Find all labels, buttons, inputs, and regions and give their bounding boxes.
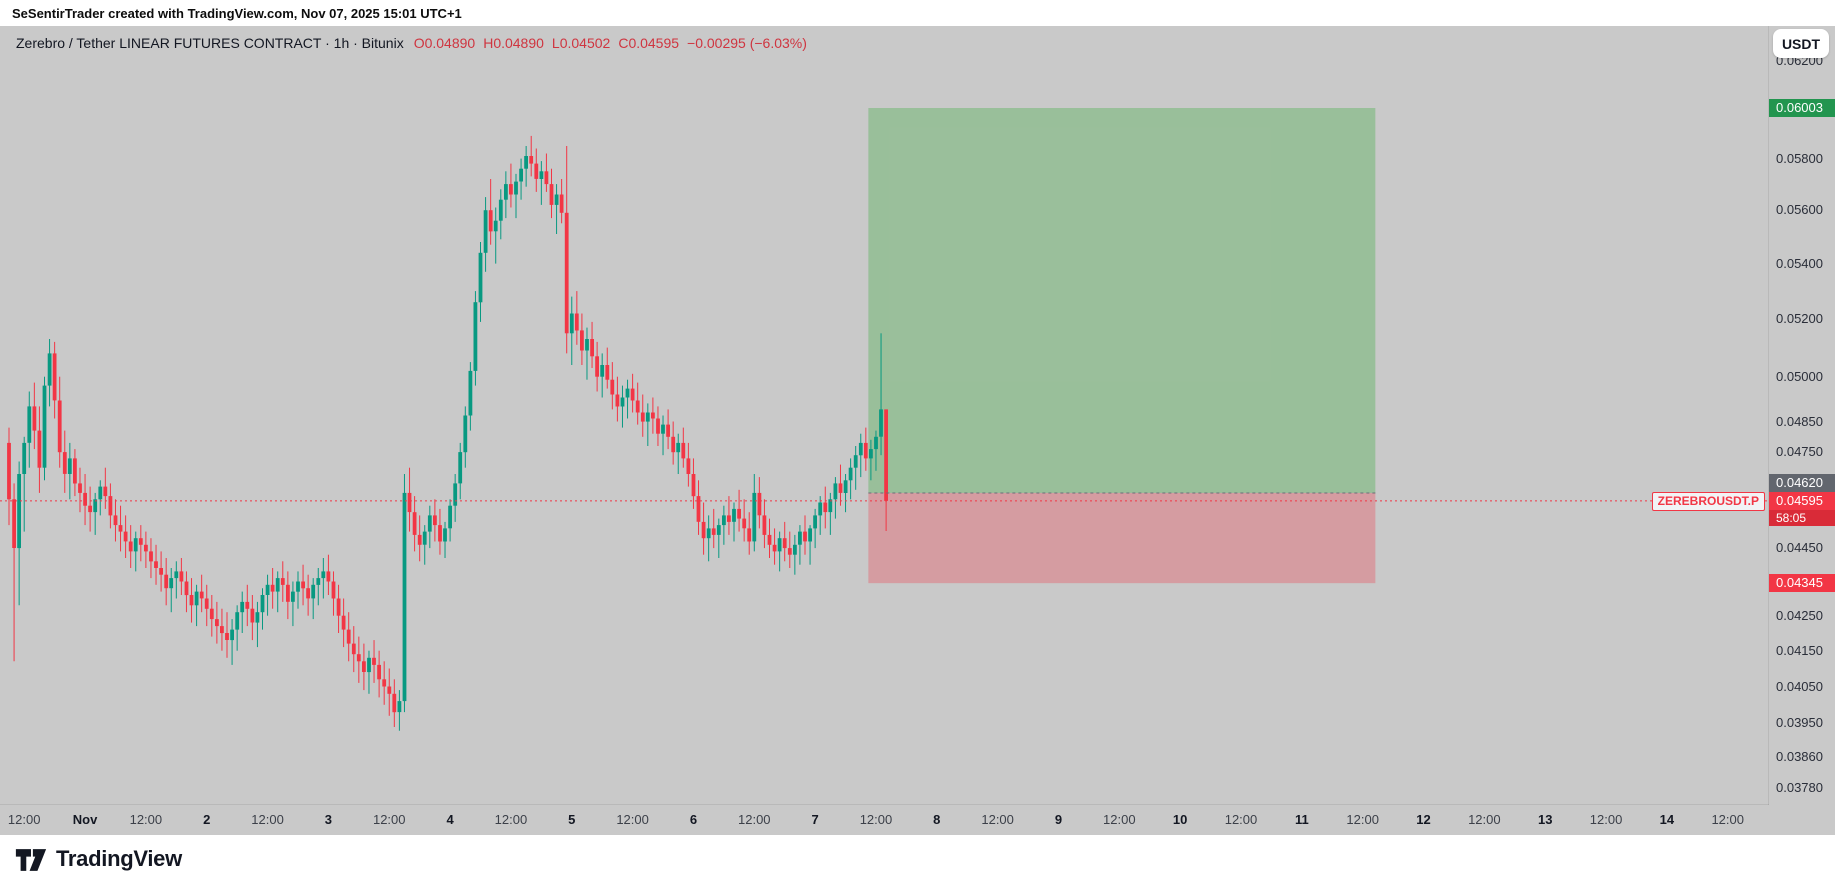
time-axis-label: 12 xyxy=(1416,812,1431,827)
price-axis-label: 0.04850 xyxy=(1776,413,1823,429)
time-axis-label: 3 xyxy=(324,812,333,827)
time-axis-label: 12:00 xyxy=(981,812,1014,827)
entry-price-value: 0.04620 xyxy=(1776,474,1823,490)
chart-area: Zerebro / Tether LINEAR FUTURES CONTRACT… xyxy=(0,26,1835,835)
time-axis-label: 12:00 xyxy=(1224,812,1258,827)
time-axis-label: 12:00 xyxy=(1589,812,1623,827)
last-price-badge: 0.04595 58:05 xyxy=(1769,491,1835,526)
time-axis-label: 14 xyxy=(1659,812,1675,827)
low-value: L0.04502 xyxy=(551,35,611,51)
candle-countdown: 58:05 xyxy=(1769,509,1835,526)
price-axis-label: 0.05600 xyxy=(1776,202,1823,218)
time-axis-label: 12:00 xyxy=(7,812,41,827)
price-axis-label: 0.04450 xyxy=(1776,540,1823,556)
chart-legend: Zerebro / Tether LINEAR FUTURES CONTRACT… xyxy=(16,35,807,51)
price-axis-label: 0.05200 xyxy=(1776,311,1823,327)
ohlc-values: O0.04890 H0.04890 L0.04502 C0.04595 −0.0… xyxy=(414,35,807,51)
tradingview-wordmark: TradingView xyxy=(56,846,182,871)
price-axis-label: 0.04050 xyxy=(1776,678,1823,694)
time-axis-label: 12:00 xyxy=(129,812,163,827)
price-axis-label: 0.05000 xyxy=(1776,368,1823,384)
target-price-badge[interactable]: 0.06003 xyxy=(1769,99,1835,117)
time-axis-label: 4 xyxy=(446,812,454,827)
time-axis-label: 12:00 xyxy=(616,812,649,827)
entry-price-badge[interactable]: 0.04620 xyxy=(1769,473,1835,492)
time-axis-label: 12:00 xyxy=(738,812,771,827)
time-axis-label: 10 xyxy=(1172,812,1188,827)
time-axis-label: 2 xyxy=(203,812,211,827)
footer: TradingView xyxy=(0,835,1835,883)
stop-price-badge[interactable]: 0.04345 xyxy=(1769,574,1835,593)
close-value: C0.04595 xyxy=(618,35,680,51)
time-axis-label: 12:00 xyxy=(859,812,893,827)
candlestick-chart[interactable] xyxy=(0,26,1769,805)
price-axis[interactable]: 0.06003 0.04620 0.04595 58:05 0.04345 0.… xyxy=(1768,26,1835,805)
time-axis-label: 5 xyxy=(568,812,576,827)
price-axis-label: 0.03950 xyxy=(1776,715,1823,731)
price-axis-label: 0.04150 xyxy=(1776,642,1823,658)
price-axis-label: 0.03860 xyxy=(1776,749,1823,765)
price-axis-label: 0.05400 xyxy=(1776,255,1823,271)
stop-price-value: 0.04345 xyxy=(1776,575,1823,591)
time-axis-label: 12:00 xyxy=(1468,812,1501,827)
currency-toggle-button[interactable]: USDT xyxy=(1773,29,1829,58)
time-axis-label: 9 xyxy=(1054,812,1063,827)
time-axis-label: 13 xyxy=(1537,812,1553,827)
time-axis-label: 12:00 xyxy=(372,812,406,827)
target-price-value: 0.06003 xyxy=(1776,100,1823,115)
price-axis-label: 0.04250 xyxy=(1776,607,1823,623)
tradingview-logo-icon xyxy=(15,848,47,871)
time-axis-label: 11 xyxy=(1294,812,1309,827)
price-axis-label: 0.03780 xyxy=(1776,779,1823,795)
time-axis-label: 8 xyxy=(933,812,941,827)
attribution-bar: SeSentirTrader created with TradingView.… xyxy=(0,0,1835,26)
time-axis-label: 12:00 xyxy=(494,812,528,827)
time-axis-label: 7 xyxy=(811,812,819,827)
high-value: H0.04890 xyxy=(483,35,544,51)
price-axis-label: 0.05800 xyxy=(1776,150,1823,166)
open-value: O0.04890 xyxy=(413,35,476,51)
time-axis[interactable]: 12:00 Nov 12:00 2 12:00 3 12:00 4 12:00 5 12:00 6 12… xyxy=(0,804,1769,835)
time-axis-label: 12:00 xyxy=(251,812,284,827)
last-price-value: 0.04595 xyxy=(1769,491,1835,510)
change-value: −0.00295 (−6.03%) xyxy=(687,35,807,51)
price-axis-label: 0.04750 xyxy=(1776,444,1823,460)
symbol-title[interactable]: Zerebro / Tether LINEAR FUTURES CONTRACT… xyxy=(16,35,404,51)
tradingview-logo[interactable]: TradingView xyxy=(14,846,182,873)
time-axis-label: 12:00 xyxy=(1711,812,1744,827)
symbol-price-line-label: ZEREBROUSDT.P xyxy=(1651,491,1765,511)
time-axis-label: 12:00 xyxy=(1346,812,1379,827)
time-axis-label: 12:00 xyxy=(1103,812,1136,827)
time-axis-label: Nov xyxy=(72,812,98,827)
attribution-text: SeSentirTrader created with TradingView.… xyxy=(12,5,462,21)
time-axis-label: 6 xyxy=(689,812,698,827)
